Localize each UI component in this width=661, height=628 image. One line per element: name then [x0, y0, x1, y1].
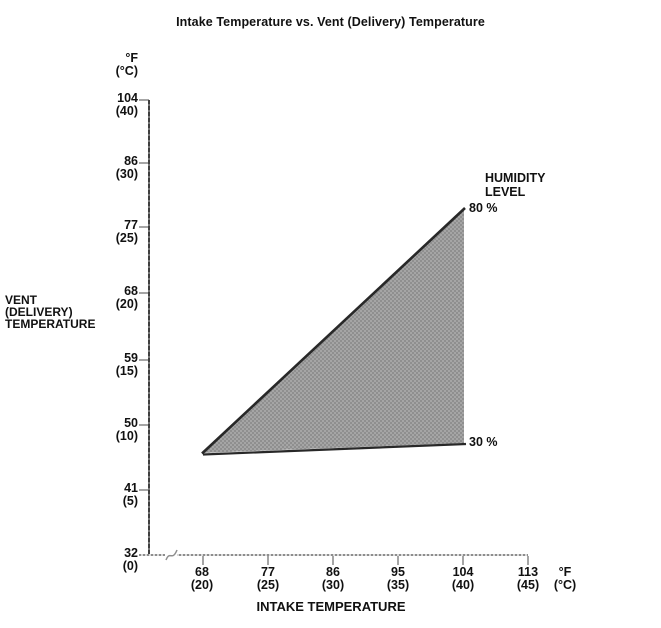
y-axis-unit-label: °F (°C)	[58, 52, 138, 78]
y-tick-label: 86 (30)	[115, 154, 138, 181]
x-tick-mark	[332, 556, 334, 565]
y-tick-label: 77 (25)	[115, 218, 138, 245]
x-tick-label: 113 (45)	[516, 565, 540, 592]
humidity-region-fill	[202, 209, 464, 453]
y-axis-unit-f: °F	[125, 51, 138, 65]
humidity-legend-line: HUMIDITY	[485, 171, 546, 185]
y-tick-label: 41 (5)	[122, 481, 138, 508]
y-tick-label: 104 (40)	[115, 91, 138, 118]
y-tick-mark	[139, 226, 149, 228]
y-axis-unit-c: (°C)	[115, 64, 138, 78]
x-tick-label: 77 (25)	[256, 565, 280, 592]
humidity-legend-line: LEVEL	[485, 185, 526, 199]
y-tick-mark	[139, 99, 149, 101]
y-axis-title-line: TEMPERATURE	[5, 317, 96, 331]
x-tick-label: 104 (40)	[451, 565, 475, 592]
y-axis-title-line: VENT	[5, 293, 38, 307]
x-axis-unit-label: °F (°C)	[545, 566, 585, 591]
x-tick-label: 86 (30)	[321, 565, 345, 592]
x-axis-line	[139, 554, 528, 556]
chart-title: Intake Temperature vs. Vent (Delivery) T…	[176, 15, 485, 29]
x-tick-label: 68 (20)	[190, 565, 214, 592]
x-tick-mark	[267, 556, 269, 565]
y-tick-mark	[139, 162, 149, 164]
x-tick-mark	[462, 556, 464, 565]
y-tick-label: 32 (0)	[122, 546, 138, 573]
y-tick-mark	[139, 359, 149, 361]
x-axis-unit-c: (°C)	[553, 577, 577, 592]
y-tick-label: 50 (10)	[115, 416, 138, 443]
x-axis-title: INTAKE TEMPERATURE	[256, 599, 406, 614]
x-tick-mark	[202, 556, 204, 565]
y-tick-label: 68 (20)	[115, 284, 138, 311]
x-axis-unit-f: °F	[558, 565, 572, 579]
y-tick-mark	[139, 424, 149, 426]
y-tick-mark	[139, 489, 149, 491]
y-axis-title-line: (DELIVERY)	[5, 305, 73, 319]
y-axis-line	[148, 100, 150, 556]
x-tick-label: 95 (35)	[386, 565, 410, 592]
x-tick-mark	[527, 556, 529, 565]
x-tick-mark	[397, 556, 399, 565]
humidity-30-label: 30 %	[469, 435, 498, 449]
humidity-legend-title: HUMIDITY LEVEL	[485, 171, 545, 199]
axis-break-mark	[165, 549, 178, 561]
y-tick-mark	[139, 292, 149, 294]
y-tick-label: 59 (15)	[115, 351, 138, 378]
humidity-80-label: 80 %	[469, 201, 498, 215]
y-axis-title: VENT (DELIVERY) TEMPERATURE	[5, 294, 95, 330]
